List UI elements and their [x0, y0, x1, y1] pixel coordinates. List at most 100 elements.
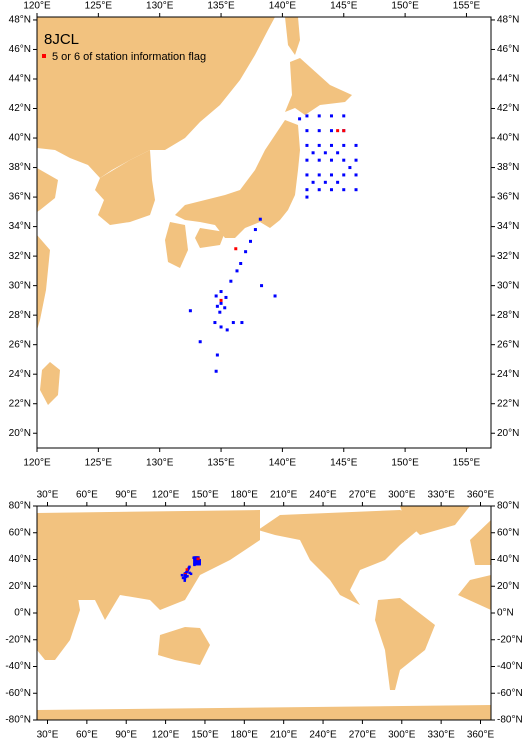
- land: [37, 705, 491, 720]
- station: [188, 309, 192, 313]
- y-tick-label: 34°N: [497, 221, 519, 232]
- y-tick-label: 20°N: [9, 428, 31, 439]
- y-tick-label: 28°N: [497, 310, 519, 321]
- station: [317, 114, 321, 118]
- land: [37, 235, 50, 330]
- y-tick-label: -60°N: [497, 688, 523, 699]
- station: [194, 557, 198, 561]
- x-tick-label: 140°E: [269, 1, 297, 12]
- x-tick-label: 300°E: [388, 490, 416, 501]
- station: [214, 294, 218, 298]
- station: [260, 284, 264, 288]
- x-tick-label: 270°E: [349, 730, 377, 741]
- land: [285, 17, 300, 55]
- station: [193, 563, 196, 567]
- y-tick-label: -80°N: [5, 715, 31, 726]
- y-tick-label: 44°N: [9, 74, 31, 85]
- x-tick-label: 130°E: [146, 458, 174, 469]
- x-tick-label: 145°E: [330, 458, 358, 469]
- station: [194, 556, 198, 559]
- y-tick-label: 42°N: [497, 103, 519, 114]
- x-tick-label: 135°E: [207, 458, 235, 469]
- station: [342, 143, 346, 147]
- station: [354, 188, 358, 192]
- x-tick-label: 330°E: [427, 490, 455, 501]
- x-tick-label: 90°E: [115, 490, 137, 501]
- station: [342, 188, 346, 192]
- station: [317, 173, 321, 177]
- station: [189, 572, 193, 576]
- station: [196, 557, 199, 561]
- station: [329, 158, 333, 162]
- station: [195, 559, 198, 563]
- y-tick-label: 24°N: [9, 369, 31, 380]
- land: [175, 120, 300, 238]
- x-tick-label: 130°E: [146, 1, 174, 12]
- y-tick-label: -60°N: [5, 688, 31, 699]
- land: [165, 222, 188, 268]
- x-tick-label: 180°E: [231, 730, 259, 741]
- y-tick-label: -20°N: [5, 634, 31, 645]
- station: [348, 166, 352, 170]
- station: [196, 562, 199, 565]
- y-tick-label: 44°N: [497, 74, 519, 85]
- station: [249, 239, 253, 243]
- station: [213, 321, 217, 325]
- station: [188, 571, 191, 575]
- station: [234, 247, 238, 251]
- y-tick-label: 32°N: [497, 251, 519, 262]
- station: [342, 114, 346, 118]
- station: [336, 151, 340, 155]
- x-tick-label: 30°E: [37, 730, 59, 741]
- station: [225, 328, 229, 332]
- land: [95, 150, 155, 225]
- legend-label: 5 or 6 of station information flag: [52, 51, 206, 63]
- x-tick-label: 135°E: [207, 1, 235, 12]
- station: [235, 269, 239, 273]
- station: [311, 151, 315, 155]
- y-tick-label: 46°N: [497, 44, 519, 55]
- station: [198, 340, 202, 344]
- station: [240, 321, 244, 325]
- x-tick-label: 210°E: [270, 730, 298, 741]
- station: [195, 556, 199, 559]
- station: [192, 556, 195, 560]
- land: [285, 58, 352, 115]
- station: [329, 188, 333, 192]
- x-tick-label: 120°E: [23, 1, 51, 12]
- y-tick-label: 22°N: [9, 398, 31, 409]
- station: [183, 577, 187, 581]
- y-tick-label: 60°N: [497, 527, 519, 538]
- x-tick-label: 240°E: [309, 730, 337, 741]
- y-tick-label: -80°N: [497, 715, 523, 726]
- land: [258, 510, 430, 605]
- y-tick-label: 42°N: [9, 103, 31, 114]
- x-tick-label: 180°E: [231, 490, 259, 501]
- station: [231, 321, 235, 325]
- land: [37, 168, 58, 212]
- y-tick-label: 34°N: [9, 221, 31, 232]
- station: [180, 573, 184, 577]
- station: [218, 310, 222, 314]
- x-tick-label: 210°E: [270, 490, 298, 501]
- station: [305, 173, 309, 177]
- y-tick-label: 46°N: [9, 44, 31, 55]
- y-tick-label: -40°N: [497, 661, 523, 672]
- land: [375, 598, 435, 690]
- station: [329, 114, 333, 118]
- y-tick-label: 36°N: [9, 192, 31, 203]
- station: [317, 129, 321, 133]
- x-tick-label: 330°E: [427, 730, 455, 741]
- station: [317, 158, 321, 162]
- x-tick-label: 145°E: [330, 1, 358, 12]
- station: [273, 294, 277, 298]
- station: [198, 562, 201, 566]
- map-frame: [36, 16, 492, 449]
- regional-land: [37, 17, 352, 405]
- map-title: 8JCL: [44, 31, 79, 48]
- station: [336, 129, 340, 133]
- station: [298, 117, 302, 121]
- x-tick-label: 150°E: [191, 730, 219, 741]
- station: [329, 173, 333, 177]
